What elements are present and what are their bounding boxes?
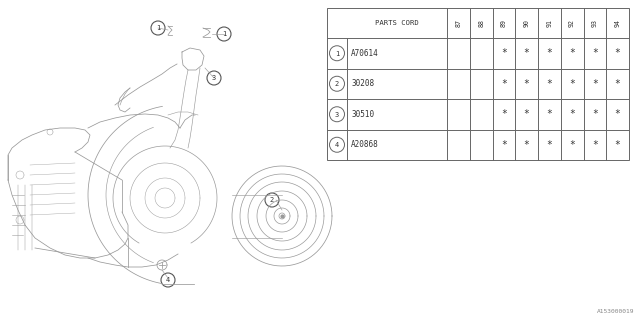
Text: 90: 90 xyxy=(524,19,530,27)
Text: *: * xyxy=(569,109,575,119)
Text: *: * xyxy=(614,140,621,150)
Text: *: * xyxy=(501,48,507,58)
Text: 4: 4 xyxy=(335,142,339,148)
Text: 88: 88 xyxy=(478,19,484,27)
Text: 87: 87 xyxy=(456,19,461,27)
Text: *: * xyxy=(501,79,507,89)
Text: A153000019: A153000019 xyxy=(596,309,634,314)
Text: PARTS CORD: PARTS CORD xyxy=(375,20,419,26)
Text: *: * xyxy=(547,48,552,58)
Text: *: * xyxy=(592,48,598,58)
Text: 91: 91 xyxy=(547,19,552,27)
Text: A20868: A20868 xyxy=(351,140,379,149)
Text: *: * xyxy=(547,79,552,89)
Text: 2: 2 xyxy=(270,197,274,204)
Text: 94: 94 xyxy=(614,19,621,27)
Text: 30208: 30208 xyxy=(351,79,374,88)
Text: *: * xyxy=(547,109,552,119)
Text: *: * xyxy=(592,140,598,150)
Text: *: * xyxy=(524,48,529,58)
Text: 4: 4 xyxy=(166,277,170,284)
Text: *: * xyxy=(547,140,552,150)
Text: 30510: 30510 xyxy=(351,110,374,119)
Text: 1: 1 xyxy=(222,31,226,37)
Text: A70614: A70614 xyxy=(351,49,379,58)
Text: 1: 1 xyxy=(335,51,339,57)
Text: *: * xyxy=(524,140,529,150)
Text: *: * xyxy=(592,79,598,89)
Text: *: * xyxy=(524,79,529,89)
Text: *: * xyxy=(614,48,621,58)
Text: 3: 3 xyxy=(212,76,216,82)
Text: 2: 2 xyxy=(335,81,339,87)
Text: *: * xyxy=(524,109,529,119)
Text: *: * xyxy=(569,79,575,89)
Text: *: * xyxy=(592,109,598,119)
Text: 92: 92 xyxy=(569,19,575,27)
Bar xyxy=(327,8,629,160)
Text: *: * xyxy=(569,48,575,58)
Text: *: * xyxy=(569,140,575,150)
Text: 1: 1 xyxy=(156,26,160,31)
Text: 93: 93 xyxy=(592,19,598,27)
Text: 89: 89 xyxy=(501,19,507,27)
Text: *: * xyxy=(501,109,507,119)
Text: 3: 3 xyxy=(335,112,339,117)
Text: *: * xyxy=(501,140,507,150)
Text: *: * xyxy=(614,109,621,119)
Text: *: * xyxy=(614,79,621,89)
